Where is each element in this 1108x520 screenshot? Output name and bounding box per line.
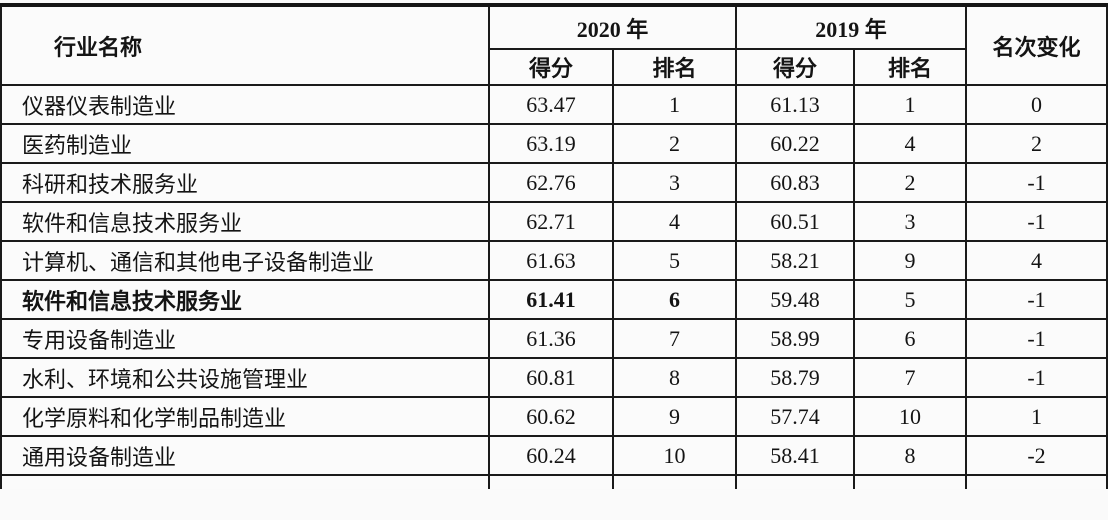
header-row-subcolumns: 得分 排名 得分 排名 — [1, 48, 1107, 86]
cropped-row-cell — [488, 474, 614, 489]
rank-2020-cell: 8 — [611, 357, 738, 398]
table-row: 医药制造业 63.19 2 60.22 4 2 — [0, 123, 1108, 164]
score-2019-cell: 57.74 — [735, 396, 856, 437]
rank-2019-cell: 3 — [853, 201, 968, 242]
score-2019-cell: 60.83 — [735, 162, 856, 203]
cropped-row-cell — [735, 474, 856, 489]
table-header: 行业名称 2020 年 2019 年 名次变化 得分 排名 得分 排名 — [0, 4, 1108, 86]
table-row: 水利、环境和公共设施管理业 60.81 8 58.79 7 -1 — [0, 357, 1108, 398]
header-industry-name: 行业名称 — [0, 4, 490, 86]
score-2020-cell: 61.63 — [488, 240, 614, 281]
score-2020-cell: 63.47 — [488, 84, 614, 125]
rank-2019-cell: 8 — [853, 435, 968, 476]
industry-cell: 软件和信息技术服务业 — [0, 279, 490, 320]
rank-change-cell: 0 — [965, 84, 1108, 125]
cropped-next-row — [0, 474, 1108, 489]
rank-change-cell: -1 — [965, 357, 1108, 398]
table-row: 化学原料和化学制品制造业 60.62 9 57.74 10 1 — [0, 396, 1108, 437]
score-2019-cell: 58.21 — [735, 240, 856, 281]
header-row-groups: 行业名称 2020 年 2019 年 名次变化 — [0, 4, 1108, 86]
rank-2019-cell: 6 — [853, 318, 968, 359]
score-2020-cell: 62.71 — [488, 201, 614, 242]
table-row: 软件和信息技术服务业 62.71 4 60.51 3 -1 — [0, 201, 1108, 242]
rank-change-cell: -1 — [965, 162, 1108, 203]
score-2020-cell: 60.62 — [488, 396, 614, 437]
header-score-2020: 得分 — [488, 48, 614, 86]
rank-2020-cell: 9 — [611, 396, 738, 437]
industry-cell: 仪器仪表制造业 — [0, 84, 490, 125]
header-year-2020: 2020 年 — [487, 4, 738, 50]
score-2020-cell: 63.19 — [488, 123, 614, 164]
score-2020-cell: 62.76 — [488, 162, 614, 203]
rank-2019-cell: 4 — [853, 123, 968, 164]
rank-2019-cell: 7 — [853, 357, 968, 398]
rank-2019-cell: 9 — [853, 240, 968, 281]
rank-2020-cell: 10 — [611, 435, 738, 476]
table-row: 仪器仪表制造业 63.47 1 61.13 1 0 — [0, 84, 1108, 125]
industry-cell: 专用设备制造业 — [0, 318, 490, 359]
rank-2020-cell: 1 — [611, 84, 738, 125]
rank-change-cell: 2 — [965, 123, 1108, 164]
rank-2020-cell: 2 — [611, 123, 738, 164]
cropped-row — [0, 474, 1108, 489]
cropped-row-cell — [853, 474, 968, 489]
industry-cell: 化学原料和化学制品制造业 — [0, 396, 490, 437]
table-row: 软件和信息技术服务业 61.41 6 59.48 5 -1 — [0, 279, 1108, 320]
score-2019-cell: 60.51 — [735, 201, 856, 242]
rank-2020-cell: 7 — [611, 318, 738, 359]
header-score-2019: 得分 — [735, 48, 856, 86]
rank-2020-cell: 6 — [611, 279, 738, 320]
score-2020-cell: 61.36 — [488, 318, 614, 359]
score-2019-cell: 59.48 — [735, 279, 856, 320]
cropped-row-cell — [611, 474, 738, 489]
rank-2019-cell: 1 — [853, 84, 968, 125]
score-2020-cell: 61.41 — [488, 279, 614, 320]
cropped-row-cell — [965, 474, 1108, 489]
score-2020-cell: 60.81 — [488, 357, 614, 398]
industry-cell: 科研和技术服务业 — [0, 162, 490, 203]
score-2020-cell: 60.24 — [488, 435, 614, 476]
header-rank-change: 名次变化 — [965, 4, 1108, 86]
industry-cell: 医药制造业 — [0, 123, 490, 164]
table-row: 通用设备制造业 60.24 10 58.41 8 -2 — [0, 435, 1108, 476]
score-2019-cell: 61.13 — [735, 84, 856, 125]
table-row: 专用设备制造业 61.36 7 58.99 6 -1 — [0, 318, 1108, 359]
rank-change-cell: 1 — [965, 396, 1108, 437]
header-rank-2019: 排名 — [853, 48, 968, 86]
cropped-row-cell — [0, 474, 490, 489]
table-body: 仪器仪表制造业 63.47 1 61.13 1 0 医药制造业 63.19 2 60.22 4 2 科研… — [0, 84, 1108, 476]
score-2019-cell: 58.99 — [735, 318, 856, 359]
rank-change-cell: -1 — [965, 279, 1108, 320]
rank-2020-cell: 5 — [611, 240, 738, 281]
rank-change-cell: 4 — [965, 240, 1108, 281]
industry-cell: 水利、环境和公共设施管理业 — [0, 357, 490, 398]
rank-2020-cell: 4 — [611, 201, 738, 242]
rank-2019-cell: 5 — [853, 279, 968, 320]
rank-2019-cell: 10 — [853, 396, 968, 437]
header-rank-2020: 排名 — [611, 48, 738, 86]
score-2019-cell: 60.22 — [735, 123, 856, 164]
rank-change-cell: -2 — [965, 435, 1108, 476]
industry-cell: 软件和信息技术服务业 — [0, 201, 490, 242]
table-row: 科研和技术服务业 62.76 3 60.83 2 -1 — [0, 162, 1108, 203]
rank-2020-cell: 3 — [611, 162, 738, 203]
rank-change-cell: -1 — [965, 318, 1108, 359]
score-2019-cell: 58.41 — [735, 435, 856, 476]
header-year-2019: 2019 年 — [735, 4, 968, 50]
table-row: 计算机、通信和其他电子设备制造业 61.63 5 58.21 9 4 — [0, 240, 1108, 281]
industry-cell: 通用设备制造业 — [0, 435, 490, 476]
rank-2019-cell: 2 — [853, 162, 968, 203]
industry-cell: 计算机、通信和其他电子设备制造业 — [0, 240, 490, 281]
score-2019-cell: 58.79 — [735, 357, 856, 398]
rank-change-cell: -1 — [965, 201, 1108, 242]
industry-ranking-table: 行业名称 2020 年 2019 年 名次变化 得分 排名 得分 排名 仪器仪表… — [0, 3, 1108, 489]
